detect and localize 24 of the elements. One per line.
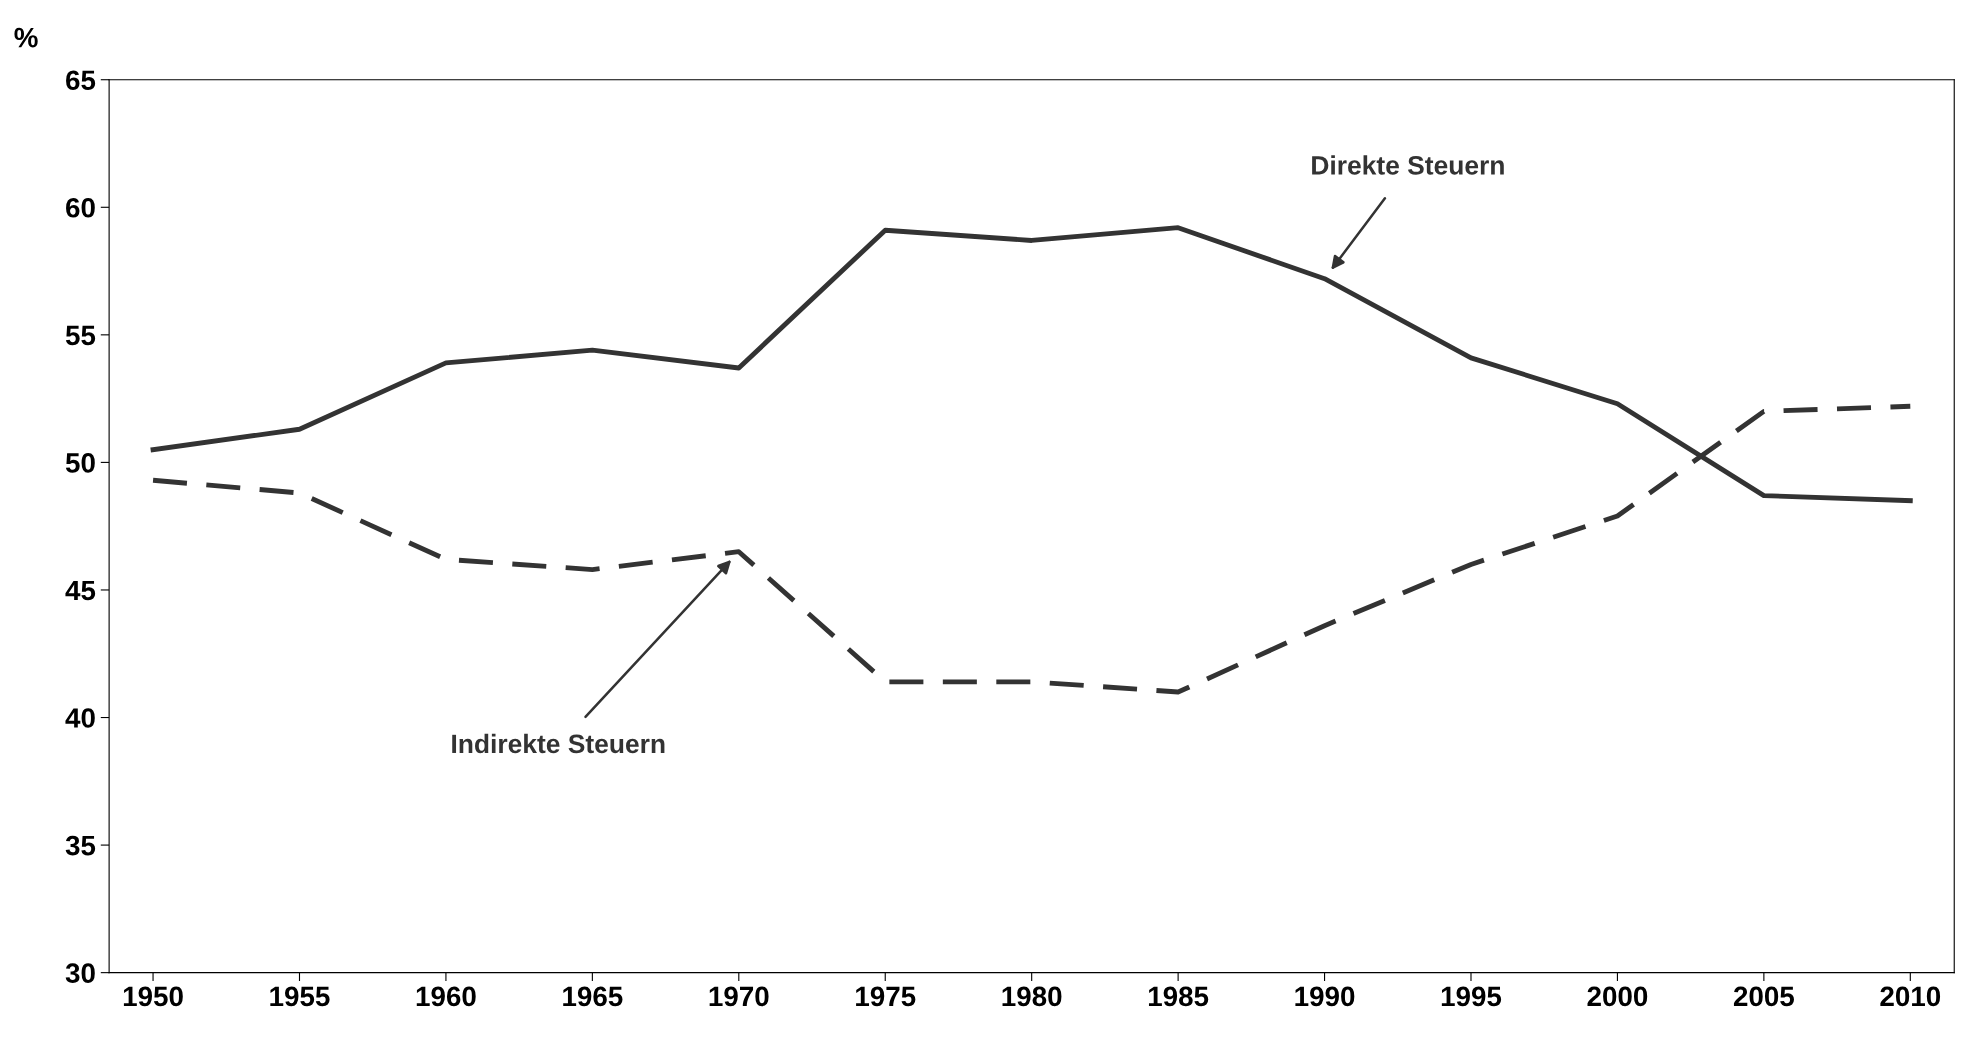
y-tick-label: 60 — [66, 197, 95, 218]
x-tick-label: 1950 — [123, 986, 183, 1007]
x-tick-label: 1955 — [270, 986, 330, 1007]
y-tick-label: 40 — [65, 708, 95, 728]
x-tick-label: 1970 — [709, 986, 769, 1007]
y-tick-label: 65 — [66, 70, 96, 91]
text: Indirekte Steuern — [452, 733, 665, 754]
x-tick-label: 1985 — [1148, 986, 1209, 1007]
x-tick-label: 1975 — [856, 986, 916, 1007]
text: Direkte Steuern — [1312, 155, 1504, 175]
x-tick-label: 1990 — [1295, 986, 1355, 1007]
x-tick-label: 2000 — [1587, 986, 1648, 1007]
x-tick-label: 2005 — [1733, 986, 1794, 1007]
x-tick-label: 1960 — [416, 986, 476, 1007]
x-tick-label: 2010 — [1880, 986, 1941, 1007]
x-tick-label: 1965 — [563, 986, 623, 1007]
x-tick-label: 1995 — [1441, 986, 1502, 1007]
y-tick-label: 50 — [65, 453, 95, 473]
y-tick-label: 35 — [65, 835, 96, 856]
y-tick-label: 55 — [65, 325, 96, 346]
y-tick-label: 45 — [65, 580, 96, 601]
y-tick-label: 30 — [65, 963, 95, 984]
y-axis-title: % — [14, 27, 38, 48]
x-tick-label: 1980 — [1002, 986, 1062, 1007]
